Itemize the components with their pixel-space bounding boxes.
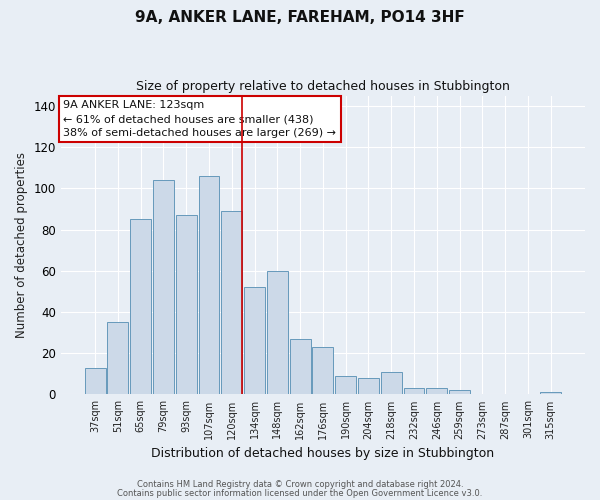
Bar <box>107 322 128 394</box>
Bar <box>153 180 174 394</box>
Text: Contains public sector information licensed under the Open Government Licence v3: Contains public sector information licen… <box>118 488 482 498</box>
Bar <box>199 176 220 394</box>
Bar <box>540 392 561 394</box>
Bar <box>335 376 356 394</box>
Bar <box>404 388 424 394</box>
Bar <box>221 211 242 394</box>
Bar <box>449 390 470 394</box>
Bar <box>176 215 197 394</box>
Y-axis label: Number of detached properties: Number of detached properties <box>15 152 28 338</box>
Title: Size of property relative to detached houses in Stubbington: Size of property relative to detached ho… <box>136 80 510 93</box>
Text: 9A, ANKER LANE, FAREHAM, PO14 3HF: 9A, ANKER LANE, FAREHAM, PO14 3HF <box>135 10 465 25</box>
Bar <box>358 378 379 394</box>
Text: Contains HM Land Registry data © Crown copyright and database right 2024.: Contains HM Land Registry data © Crown c… <box>137 480 463 489</box>
Bar <box>85 368 106 394</box>
Bar <box>244 287 265 395</box>
Bar <box>290 339 311 394</box>
X-axis label: Distribution of detached houses by size in Stubbington: Distribution of detached houses by size … <box>151 447 494 460</box>
Bar <box>130 219 151 394</box>
Bar <box>381 372 402 394</box>
Bar <box>267 271 288 394</box>
Bar <box>427 388 447 394</box>
Bar <box>313 347 334 395</box>
Text: 9A ANKER LANE: 123sqm
← 61% of detached houses are smaller (438)
38% of semi-det: 9A ANKER LANE: 123sqm ← 61% of detached … <box>64 100 337 138</box>
